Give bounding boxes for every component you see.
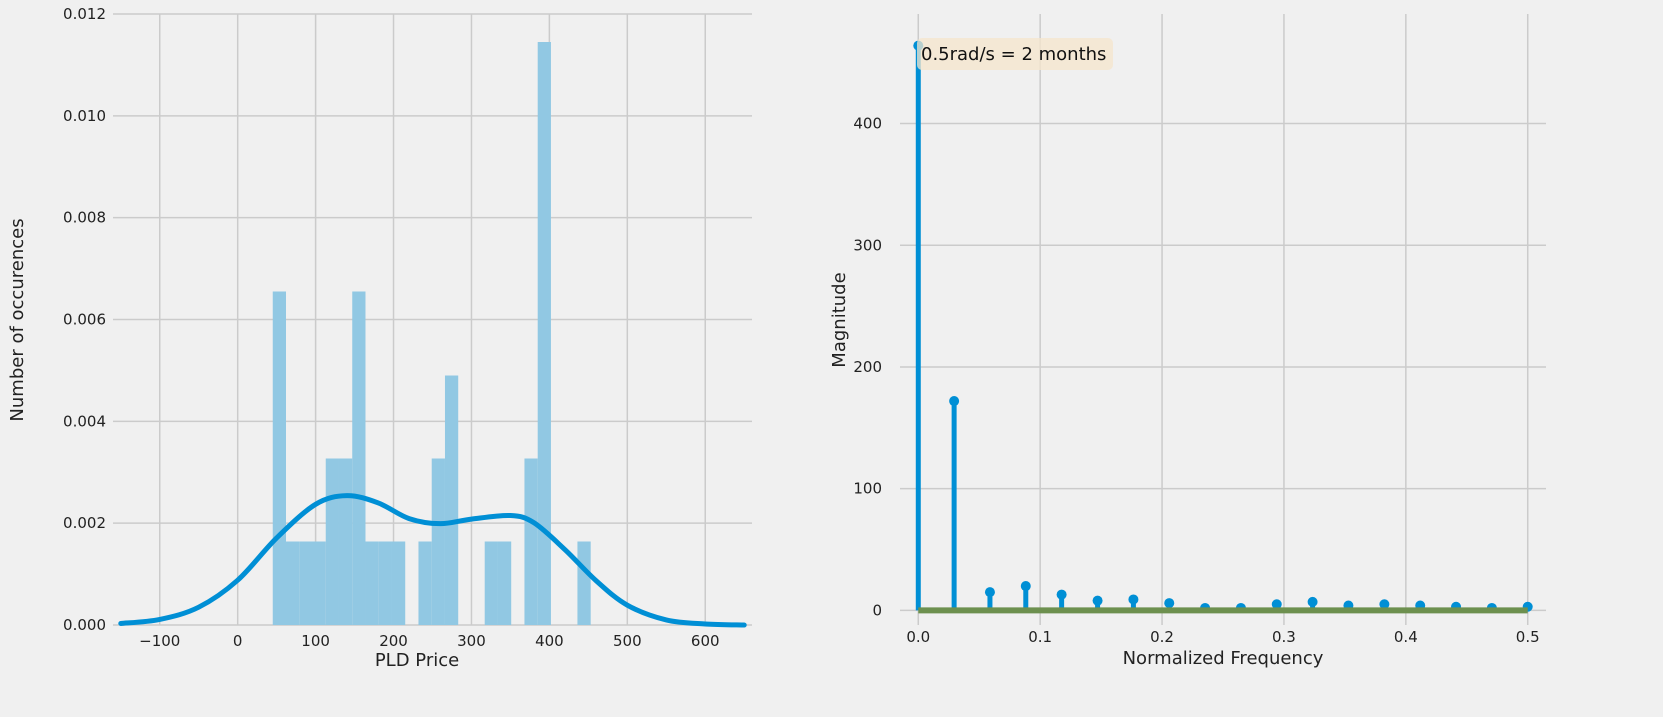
histogram-bar <box>338 458 353 625</box>
histogram-x-tick-label: 600 <box>691 632 720 650</box>
histogram-y-tick-label: 0.004 <box>63 412 106 430</box>
stem-y-tick-labels: 0 100 200 300 400 <box>853 115 882 620</box>
histogram-y-tick-label: 0.006 <box>63 311 106 329</box>
annotation-box: 0.5rad/s = 2 months <box>917 38 1113 70</box>
stem-x-tick-label: 0.5 <box>1516 628 1540 646</box>
histogram-x-tick-label: 0 <box>233 632 243 650</box>
stem-x-tick-label: 0.2 <box>1150 628 1174 646</box>
histogram-panel: −100 0 100 200 300 400 500 600 0.0000.0020.0040… <box>7 5 752 671</box>
histogram-y-tick-label: 0.002 <box>63 514 106 532</box>
histogram-bar <box>365 541 379 625</box>
histogram-bar <box>378 541 392 625</box>
stem-y-axis-label: Magnitude <box>829 272 850 367</box>
histogram-y-tick-label: 0.012 <box>63 5 106 23</box>
histogram-x-tick-label: 300 <box>457 632 486 650</box>
stem-marker <box>949 396 960 407</box>
stem-marker <box>1379 599 1390 610</box>
histogram-bar <box>325 458 339 625</box>
histogram-bar <box>484 541 498 625</box>
stem-x-tick-label: 0.3 <box>1272 628 1296 646</box>
stem-panel: 0.0 0.1 0.2 0.3 0.4 0.5 0 100 200 300 400 Normali… <box>829 14 1546 669</box>
stem-marker <box>1164 598 1175 609</box>
histogram-x-axis-label: PLD Price <box>375 650 459 671</box>
histogram-bar <box>497 541 512 625</box>
histogram-y-tick-labels: 0.000 0.002 0.004 0.006 0.008 0.010 0.012 <box>63 5 106 634</box>
histogram-x-tick-label: −100 <box>139 632 180 650</box>
stem-y-tick-label: 200 <box>853 358 882 376</box>
histogram-x-tick-label: 400 <box>535 632 564 650</box>
histogram-y-tick-label: 0.008 <box>63 209 106 227</box>
stem-marker <box>1020 581 1031 592</box>
stem-x-tick-label: 0.4 <box>1394 628 1418 646</box>
histogram-x-tick-label: 500 <box>613 632 642 650</box>
histogram-bar <box>577 541 591 625</box>
stem-marker <box>1092 595 1103 606</box>
stem-y-tick-label: 400 <box>853 115 882 133</box>
stem-x-tick-labels: 0.0 0.1 0.2 0.3 0.4 0.5 <box>906 628 1539 646</box>
stem-x-tick-label: 0.0 <box>906 628 930 646</box>
histogram-bar <box>431 458 445 625</box>
stem-y-tick-label: 100 <box>853 480 882 498</box>
histogram-y-tick-label: 0.000 <box>63 616 106 634</box>
stem-x-tick-label: 0.1 <box>1028 628 1052 646</box>
histogram-bar <box>444 375 459 625</box>
histogram-bar <box>391 541 406 625</box>
histogram-bar <box>285 541 300 625</box>
stem-marker <box>1307 596 1318 607</box>
histogram-y-axis-label: Number of occurences <box>7 218 28 421</box>
stem-y-tick-label: 0 <box>872 601 882 619</box>
histogram-x-tick-label: 100 <box>301 632 330 650</box>
stem-marker <box>1128 594 1139 605</box>
stem-marker <box>984 587 995 598</box>
histogram-bar <box>352 291 366 625</box>
histogram-bar <box>272 291 286 625</box>
histogram-bar <box>537 42 551 626</box>
stem-marker <box>1056 589 1067 600</box>
histogram-bar <box>418 541 432 625</box>
annotation-background <box>917 38 1113 70</box>
stem-x-axis-label: Normalized Frequency <box>1123 648 1324 669</box>
histogram-bar <box>299 541 313 625</box>
histogram-bar <box>524 458 538 625</box>
stem-y-tick-label: 300 <box>853 236 882 254</box>
stem-marker <box>1271 599 1282 610</box>
histogram-x-tick-labels: −100 0 100 200 300 400 500 600 <box>139 632 719 650</box>
stem-plot-area <box>900 14 1546 625</box>
kde-line <box>118 493 747 628</box>
histogram-y-tick-label: 0.010 <box>63 107 106 125</box>
histogram-bar <box>312 541 326 625</box>
histogram-x-tick-label: 200 <box>379 632 408 650</box>
annotation-text: 0.5rad/s = 2 months <box>921 44 1106 65</box>
